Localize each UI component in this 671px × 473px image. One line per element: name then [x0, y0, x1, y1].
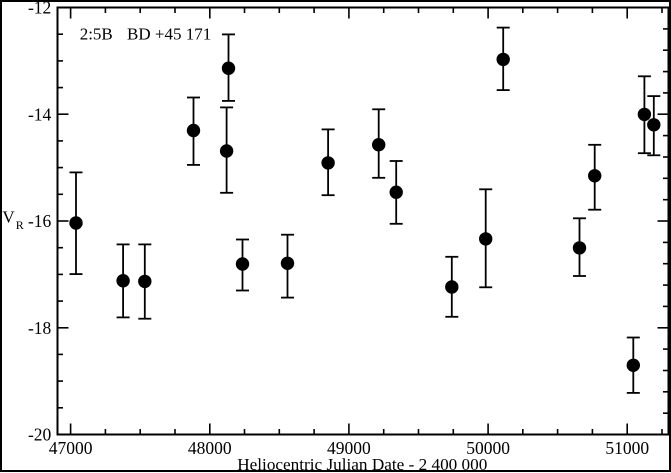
svg-text:48000: 48000 [188, 438, 232, 458]
svg-text:-12: -12 [28, 0, 51, 18]
svg-text:47000: 47000 [49, 438, 93, 458]
svg-text:-20: -20 [28, 425, 52, 445]
svg-text:R: R [16, 218, 24, 232]
svg-text:-14: -14 [28, 105, 52, 125]
svg-text:-16: -16 [28, 211, 52, 231]
svg-text:-18: -18 [28, 318, 52, 338]
svg-text:49000: 49000 [327, 438, 371, 458]
svg-text:51000: 51000 [605, 438, 649, 458]
svg-text:BD +45 171: BD +45 171 [127, 25, 211, 44]
svg-text:V: V [2, 208, 15, 227]
svg-text:50000: 50000 [466, 438, 510, 458]
svg-text:Heliocentric Julian Date - 2 4: Heliocentric Julian Date - 2 400 000 [237, 455, 487, 473]
svg-text:2:5B: 2:5B [80, 25, 113, 44]
